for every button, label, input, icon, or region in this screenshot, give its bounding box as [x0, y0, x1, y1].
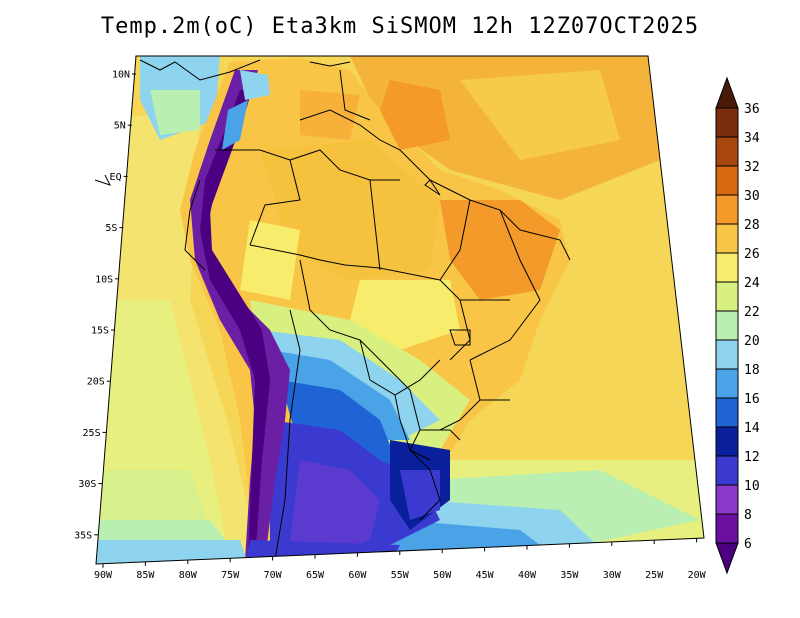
colorbar-label: 34	[744, 131, 760, 146]
colorbar-swatch	[715, 426, 739, 457]
colorbar: 36 34 32 30 28 26 24 22 20 18 16 14 12 10 8 6	[715, 76, 760, 575]
colorbar-label: 32	[744, 160, 760, 175]
lat-label: 10S	[95, 274, 113, 285]
lon-label: 65W	[306, 570, 325, 581]
colorbar-bottom-arrow	[715, 542, 739, 575]
colorbar-label: 30	[744, 189, 760, 204]
lat-label: 5N	[114, 121, 126, 132]
lat-label: 35S	[74, 530, 92, 541]
lat-label: 25S	[83, 428, 101, 439]
colorbar-label: 16	[744, 392, 760, 407]
lon-label: 45W	[476, 570, 495, 581]
colorbar-label: 24	[744, 276, 760, 291]
lon-label: 80W	[179, 570, 198, 581]
lon-label: 25W	[645, 570, 664, 581]
colorbar-swatch	[715, 281, 739, 312]
lat-label: 20S	[87, 377, 105, 388]
lon-label: 35W	[560, 570, 579, 581]
colorbar-swatch	[715, 397, 739, 428]
colorbar-top-arrow	[715, 76, 739, 109]
colorbar-label: 20	[744, 334, 760, 349]
lat-label: 15S	[91, 326, 109, 337]
colorbar-label: 36	[744, 102, 760, 117]
colorbar-swatch	[715, 339, 739, 370]
lon-label: 20W	[688, 570, 707, 581]
country-borders	[184, 69, 571, 561]
coastline	[94, 59, 441, 196]
colorbar-label: 10	[744, 479, 760, 494]
colorbar-swatch	[715, 484, 739, 515]
lat-label: 5S	[105, 223, 117, 234]
colorbar-label: 8	[744, 508, 752, 523]
lon-label: 70W	[264, 570, 283, 581]
colorbar-swatch	[715, 194, 739, 225]
colorbar-swatch	[715, 223, 739, 254]
map-field	[96, 56, 704, 564]
colorbar-label: 6	[744, 537, 752, 552]
latitude-axis: 10N 5N EQ 5S 10S 15S 20S 25S 30S 35S	[74, 70, 136, 541]
lon-label: 50W	[433, 570, 452, 581]
colorbar-swatch	[715, 310, 739, 341]
colorbar-label: 14	[744, 421, 760, 436]
map-title: Temp.2m(oC) Eta3km SiSMOM 12h 12Z07OCT20…	[100, 14, 700, 39]
colorbar-swatch	[715, 136, 739, 167]
lon-label: 85W	[136, 570, 155, 581]
colorbar-swatch	[715, 513, 739, 544]
lon-label: 90W	[94, 570, 113, 581]
colorbar-swatch	[715, 165, 739, 196]
lat-label: EQ	[110, 172, 122, 183]
colorbar-swatch	[715, 368, 739, 399]
lon-label: 30W	[603, 570, 622, 581]
colorbar-swatch	[715, 107, 739, 138]
colorbar-label: 12	[744, 450, 760, 465]
lon-label: 60W	[348, 570, 367, 581]
colorbar-label: 22	[744, 305, 760, 320]
longitude-axis: 90W 85W 80W 75W 70W 65W 60W 55W 50W 45W 40W 35W 30W 2…	[94, 538, 707, 581]
colorbar-swatch	[715, 455, 739, 486]
colorbar-label: 28	[744, 218, 760, 233]
lon-label: 55W	[391, 570, 410, 581]
lon-label: 75W	[221, 570, 240, 581]
colorbar-label: 18	[744, 363, 760, 378]
map-frame	[95, 55, 705, 565]
lat-label: 30S	[78, 479, 96, 490]
lon-label: 40W	[518, 570, 537, 581]
lat-label: 10N	[112, 70, 130, 81]
colorbar-swatch	[715, 252, 739, 283]
colorbar-label: 26	[744, 247, 760, 262]
